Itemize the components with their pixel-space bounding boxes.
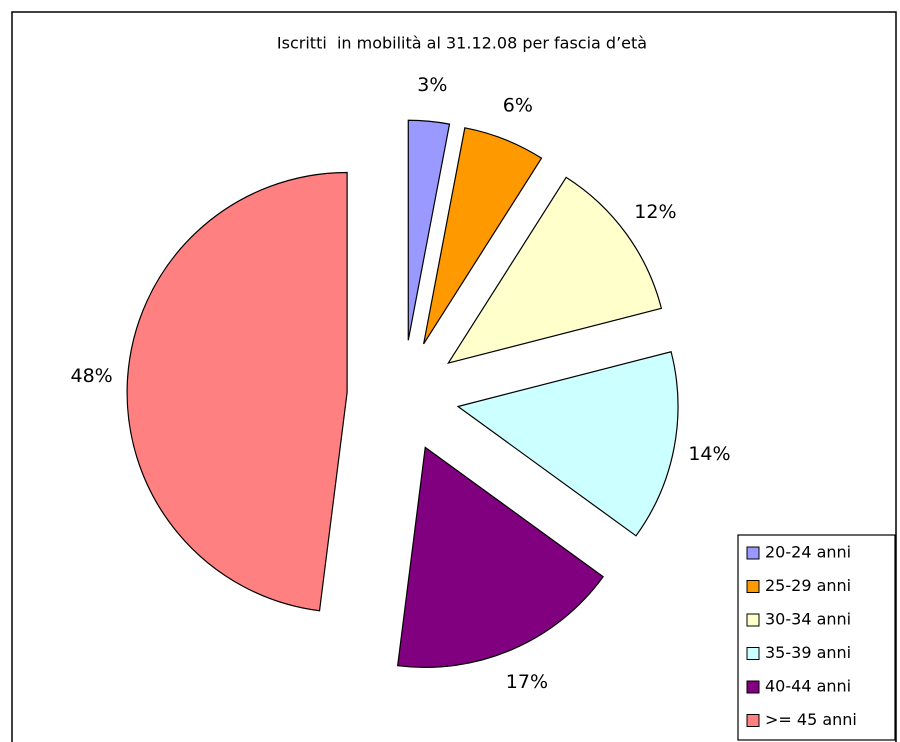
- pie-slice: [446, 176, 663, 365]
- pie-slice: [407, 119, 451, 341]
- legend-label: >= 45 anni: [765, 710, 857, 729]
- legend-swatch: [746, 613, 760, 627]
- data-label: 12%: [634, 201, 676, 223]
- pie-slice: [126, 171, 348, 612]
- legend-swatch: [746, 647, 760, 660]
- chart-title: Iscritti in mobilità al 31.12.08 per fas…: [277, 34, 647, 53]
- data-label: 6%: [503, 94, 533, 116]
- legend-swatch: [746, 714, 760, 727]
- data-label: 3%: [417, 74, 447, 96]
- legend-swatch: [746, 580, 760, 593]
- data-label: 17%: [506, 671, 548, 693]
- chart-frame: [11, 11, 897, 742]
- legend-label: 40-44 anni: [765, 677, 851, 696]
- legend-swatch: [746, 680, 760, 694]
- legend-label: 35-39 anni: [765, 643, 851, 662]
- pie-slice: [456, 351, 679, 537]
- legend-swatch: [746, 546, 760, 560]
- pie-slice: [396, 446, 605, 668]
- data-label: 48%: [70, 365, 112, 387]
- legend-label: 25-29 anni: [765, 576, 851, 595]
- legend-label: 20-24 anni: [765, 543, 851, 562]
- pie-slice: [423, 127, 543, 345]
- legend-box: [737, 534, 896, 741]
- data-label: 14%: [688, 443, 730, 465]
- legend-label: 30-34 anni: [765, 610, 851, 629]
